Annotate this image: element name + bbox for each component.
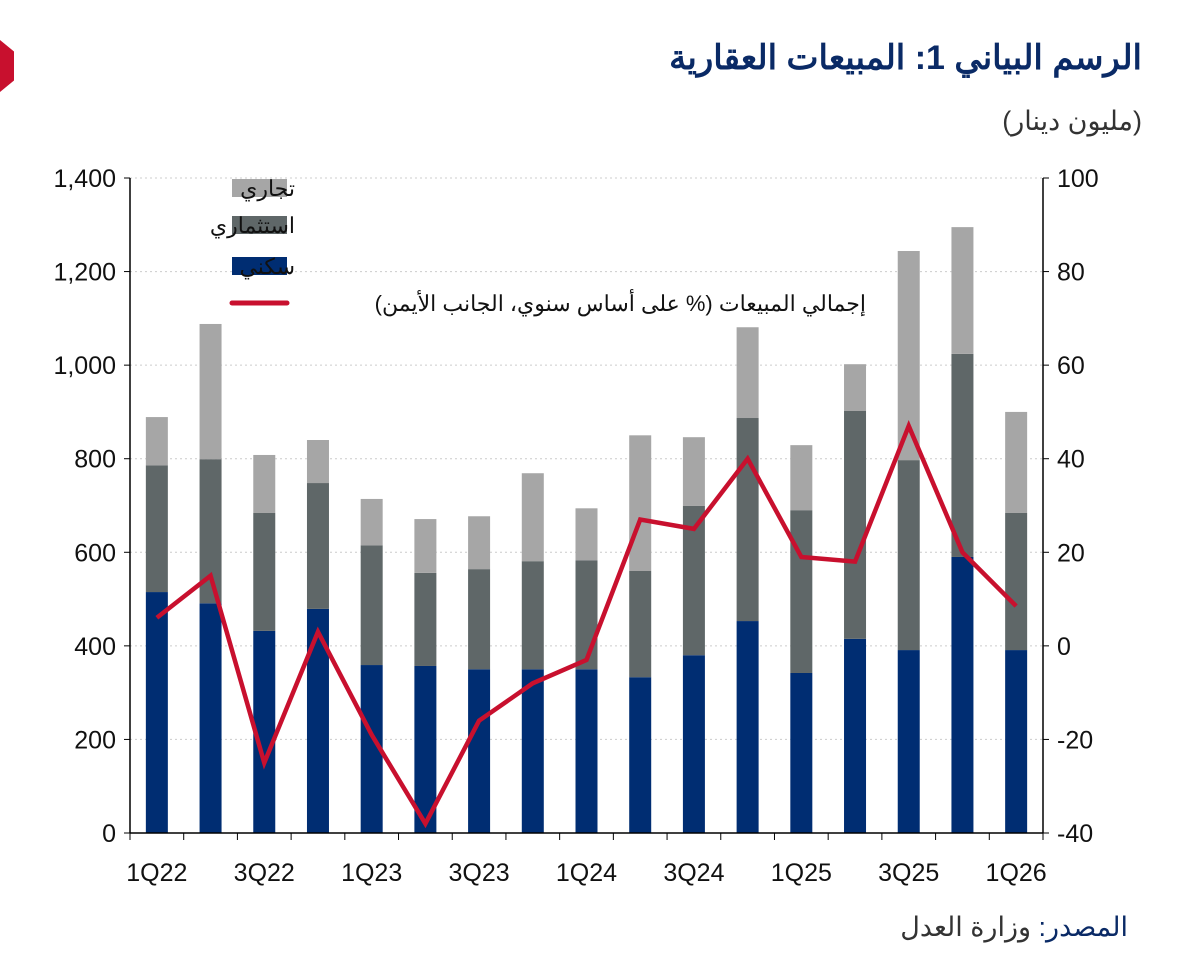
source-note: المصدر: وزارة العدل (900, 912, 1128, 943)
bar-residential (253, 630, 276, 833)
bar-commercial (629, 435, 652, 571)
y2-tick-label: 80 (1057, 259, 1085, 287)
bar-investment (360, 545, 383, 666)
bar-residential (575, 669, 598, 833)
x-tick-label: 3Q25 (878, 859, 939, 887)
bar-residential (951, 556, 974, 833)
y-tick-label: 800 (74, 446, 116, 474)
legend-swatch (232, 257, 287, 275)
bar-commercial (468, 516, 491, 570)
bar-residential (897, 650, 920, 833)
bar-residential (736, 621, 759, 833)
y-tick-label: 1,200 (53, 259, 116, 287)
bar-investment (575, 560, 598, 670)
bar-investment (951, 353, 974, 557)
bar-commercial (951, 227, 974, 354)
bar-residential (145, 592, 168, 833)
x-tick-label: 1Q22 (126, 859, 187, 887)
bar-commercial (844, 364, 867, 411)
bar-investment (253, 512, 276, 631)
x-tick-label: 1Q24 (556, 859, 617, 887)
bar-residential (360, 665, 383, 833)
y2-tick-label: 100 (1057, 165, 1099, 193)
y2-tick-label: -20 (1057, 726, 1093, 754)
x-tick-label: 3Q22 (234, 859, 295, 887)
legend-swatch (232, 179, 287, 197)
x-tick-label: 3Q24 (663, 859, 724, 887)
y-tick-label: 200 (74, 726, 116, 754)
y2-tick-label: 20 (1057, 539, 1085, 567)
bar-residential (521, 669, 544, 833)
y-tick-label: 0 (102, 820, 116, 848)
legend-label: إجمالي المبيعات (% على أساس سنوي، الجانب… (375, 288, 866, 317)
bar-commercial (306, 440, 329, 484)
x-tick-label: 1Q25 (771, 859, 832, 887)
legend-label: استثماري (210, 213, 295, 239)
bar-investment (468, 569, 491, 670)
y2-tick-label: 0 (1057, 633, 1071, 661)
bar-investment (1005, 512, 1028, 651)
bar-residential (306, 608, 329, 833)
bar-commercial (360, 498, 383, 546)
bar-investment (414, 572, 437, 666)
bar-investment (521, 561, 544, 670)
bar-investment (199, 459, 222, 604)
source-label: المصدر: (1038, 912, 1128, 942)
legend-swatch (232, 216, 287, 234)
legend-label: سكني (239, 254, 295, 279)
legend-label: تجاري (240, 176, 295, 202)
source-value: وزارة العدل (900, 912, 1039, 942)
bar-commercial (736, 327, 759, 419)
y2-tick-label: -40 (1057, 820, 1093, 848)
bar-residential (844, 638, 867, 833)
brand-logo (0, 40, 14, 92)
x-tick-label: 1Q26 (986, 859, 1047, 887)
bar-commercial (414, 519, 437, 573)
bar-investment (145, 465, 168, 593)
y-tick-label: 1,000 (53, 352, 116, 380)
bar-residential (790, 672, 813, 833)
y2-tick-label: 40 (1057, 446, 1085, 474)
bar-commercial (790, 445, 813, 511)
bar-investment (306, 483, 329, 609)
bar-investment (629, 571, 652, 678)
bar-commercial (145, 417, 168, 466)
bar-commercial (575, 508, 598, 561)
bar-commercial (682, 437, 705, 506)
chart-title: الرسم البياني 1: المبيعات العقارية (669, 39, 1142, 77)
x-tick-label: 1Q23 (341, 859, 402, 887)
y-tick-label: 400 (74, 633, 116, 661)
y2-tick-label: 60 (1057, 352, 1085, 380)
bar-commercial (199, 323, 222, 460)
bar-residential (1005, 650, 1028, 833)
y-tick-label: 1,400 (53, 165, 116, 193)
bar-commercial (521, 473, 544, 562)
bar-residential (682, 655, 705, 833)
bar-residential (468, 669, 491, 833)
bar-residential (629, 677, 652, 833)
x-tick-label: 3Q23 (449, 859, 510, 887)
chart-unit: (مليون دينار) (1002, 106, 1142, 136)
bar-investment (736, 418, 759, 622)
bar-commercial (253, 454, 276, 513)
bar-investment (790, 510, 813, 673)
bar-investment (682, 505, 705, 656)
y-tick-label: 600 (74, 539, 116, 567)
bar-investment (897, 460, 920, 651)
bar-commercial (897, 250, 920, 461)
bar-residential (414, 665, 437, 833)
bar-investment (844, 410, 867, 639)
bar-commercial (1005, 411, 1028, 513)
bar-residential (199, 603, 222, 833)
